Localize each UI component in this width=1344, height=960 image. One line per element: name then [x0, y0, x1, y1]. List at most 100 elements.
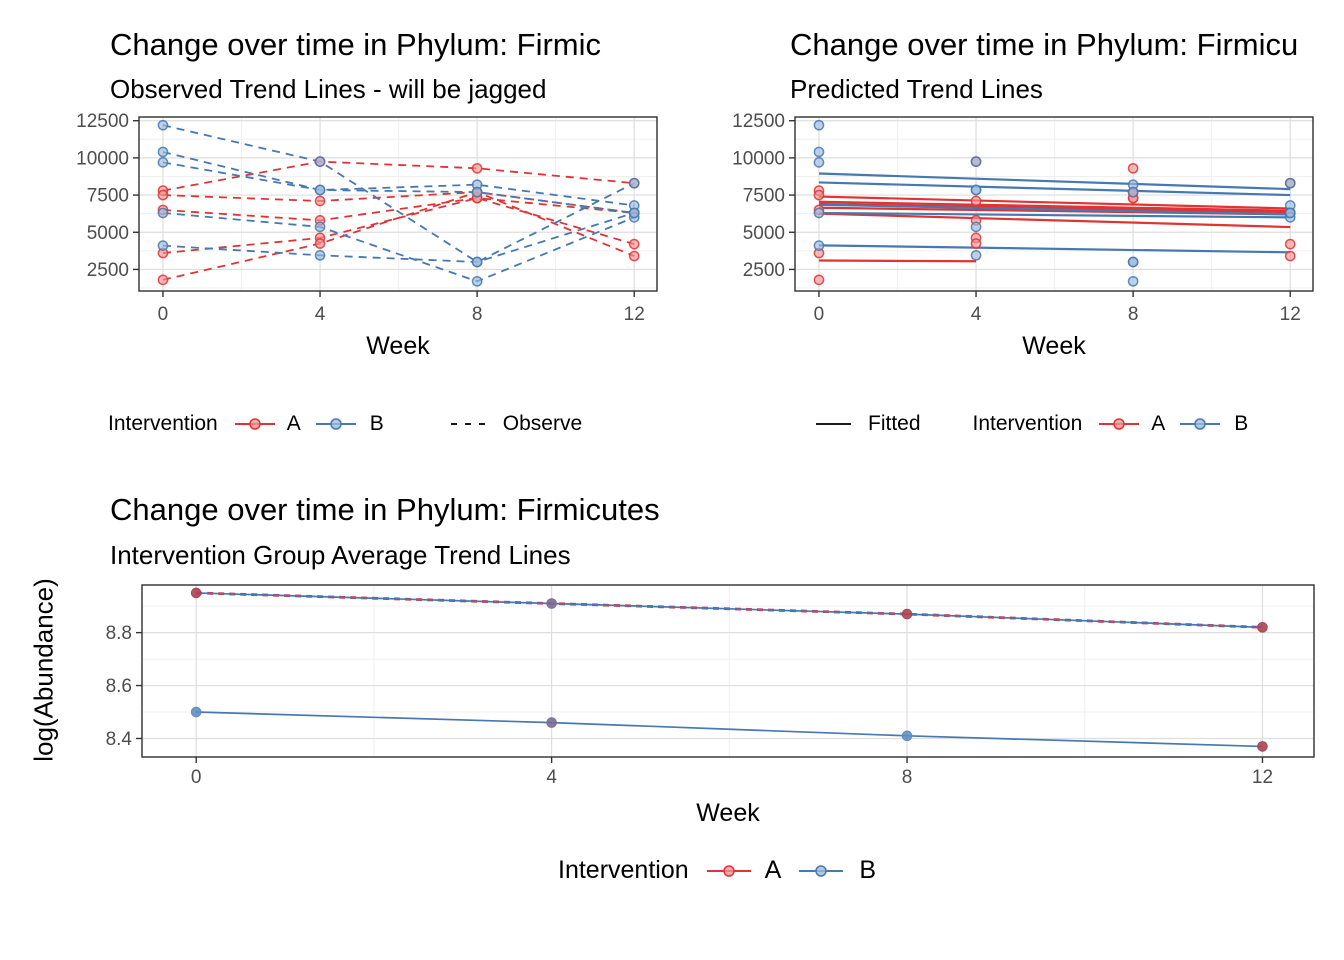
x-tick-label: 0 — [158, 304, 169, 325]
data-point-B — [628, 207, 640, 219]
data-point-A — [628, 250, 640, 262]
fitted-line-B — [818, 211, 1291, 219]
average-line-B — [196, 711, 1263, 748]
panel-background — [139, 117, 657, 291]
observed-subtitle: Observed Trend Lines - will be jagged — [110, 74, 547, 104]
fitted-line-A — [818, 200, 1291, 212]
x-tick-label: 0 — [814, 304, 825, 325]
data-point-B — [970, 249, 982, 261]
data-point-B — [157, 157, 169, 168]
average-point-A — [901, 608, 913, 620]
data-point-B — [1127, 275, 1139, 287]
legend-key-b-icon — [1180, 413, 1221, 435]
legend-key-svg — [799, 864, 844, 877]
average-title: Change over time in Phylum: Firmicutes — [110, 492, 660, 527]
data-point-B — [970, 156, 982, 167]
x-axis-title: Week — [1022, 332, 1086, 360]
y-tick-label: 8.6 — [106, 676, 132, 697]
data-point-A — [970, 195, 982, 207]
average-chart: Change over time in Phylum: Firmicutes I… — [0, 480, 1344, 960]
legend-key-svg — [450, 423, 489, 425]
average-point-B — [190, 706, 202, 718]
observed-legend: Intervention A B Observe — [108, 412, 582, 436]
average-point-A — [190, 587, 202, 599]
data-point-A — [1284, 250, 1296, 262]
data-point-B — [314, 221, 326, 233]
observed-trend-line-B — [162, 161, 635, 214]
data-point-B — [813, 157, 825, 168]
average-point-B — [1257, 741, 1268, 752]
y-tick-label: 12500 — [76, 111, 129, 132]
y-tick-label: 5000 — [743, 223, 785, 244]
observed-trend-line-A — [162, 160, 635, 192]
legend-title: Intervention — [972, 412, 1083, 435]
predicted-plot-area: 0 4 8 12 2500 5000 7500 10000 12500 Week — [732, 111, 1314, 360]
observed-title: Change over time in Phylum: Firmic — [110, 27, 601, 62]
key-dot — [330, 418, 342, 430]
observed-trend-line-B — [162, 212, 635, 263]
observed-trend-line-A — [162, 191, 635, 281]
legend-title: Intervention — [108, 412, 218, 435]
data-point-B — [1127, 186, 1139, 198]
data-point-B — [157, 207, 169, 219]
average-line-A — [196, 592, 1263, 629]
key-dot — [815, 864, 828, 877]
data-point-A — [813, 274, 825, 286]
legend-key-svg — [1180, 418, 1221, 430]
y-tick-label: 5000 — [87, 223, 129, 244]
x-tick-label: 12 — [1252, 767, 1273, 788]
panel-border — [141, 584, 1315, 758]
observed-trend-line-A — [162, 197, 635, 222]
key-dot — [249, 418, 261, 430]
data-point-B — [813, 207, 825, 219]
legend-key-b-icon — [315, 413, 356, 435]
x-axis-title: Week — [366, 332, 430, 360]
observed-chart: Change over time in Phylum: Firmic Obser… — [0, 0, 700, 465]
data-point-A — [628, 238, 640, 250]
y-tick-label: 10000 — [732, 148, 785, 169]
y-tick-label: 8.4 — [106, 729, 133, 750]
fitted-line-A — [818, 195, 1291, 210]
observed-trend-line-B — [162, 124, 635, 264]
data-point-B — [813, 240, 825, 251]
y-tick-label: 12500 — [732, 111, 785, 132]
x-tick-label: 8 — [1128, 304, 1139, 325]
average-point-B — [901, 730, 913, 742]
x-tick-label: 12 — [624, 304, 645, 325]
fitted-line-B — [818, 203, 1291, 216]
panel-border — [138, 116, 658, 292]
key-dot — [722, 864, 735, 877]
data-point-B — [1284, 177, 1296, 189]
data-point-B — [1284, 207, 1296, 219]
data-point-A — [1127, 162, 1139, 174]
data-point-B — [1127, 256, 1139, 268]
average-point-A — [1257, 622, 1268, 633]
x-axis-title: Week — [696, 799, 760, 827]
legend-item-b: B — [1234, 412, 1249, 435]
data-point-B — [970, 184, 982, 196]
x-tick-label: 8 — [472, 304, 483, 325]
data-point-B — [314, 249, 326, 261]
data-point-B — [471, 275, 483, 287]
legend-item-observed: Observe — [502, 412, 583, 435]
legend-key-a-icon — [1099, 413, 1140, 435]
y-tick-label: 2500 — [743, 260, 785, 281]
data-point-B — [157, 119, 169, 131]
legend-item-a: A — [764, 856, 782, 884]
data-point-B — [471, 186, 483, 198]
average-subtitle: Intervention Group Average Trend Lines — [110, 540, 571, 570]
legend-key-svg — [1099, 418, 1140, 430]
y-tick-label: 8.8 — [106, 623, 132, 644]
data-point-A — [1284, 238, 1296, 250]
legend-item-a: A — [1151, 412, 1166, 435]
data-point-A — [157, 189, 169, 201]
data-point-A — [813, 189, 825, 201]
predicted-title: Change over time in Phylum: Firmicu — [790, 27, 1299, 62]
observed-plot-area: 0 4 8 12 2500 5000 7500 10000 12500 Week — [76, 111, 658, 360]
x-tick-label: 4 — [315, 304, 326, 325]
fitted-line-B — [818, 181, 1291, 197]
data-point-B — [314, 156, 326, 167]
predicted-subtitle: Predicted Trend Lines — [790, 74, 1043, 104]
data-point-B — [628, 177, 640, 189]
